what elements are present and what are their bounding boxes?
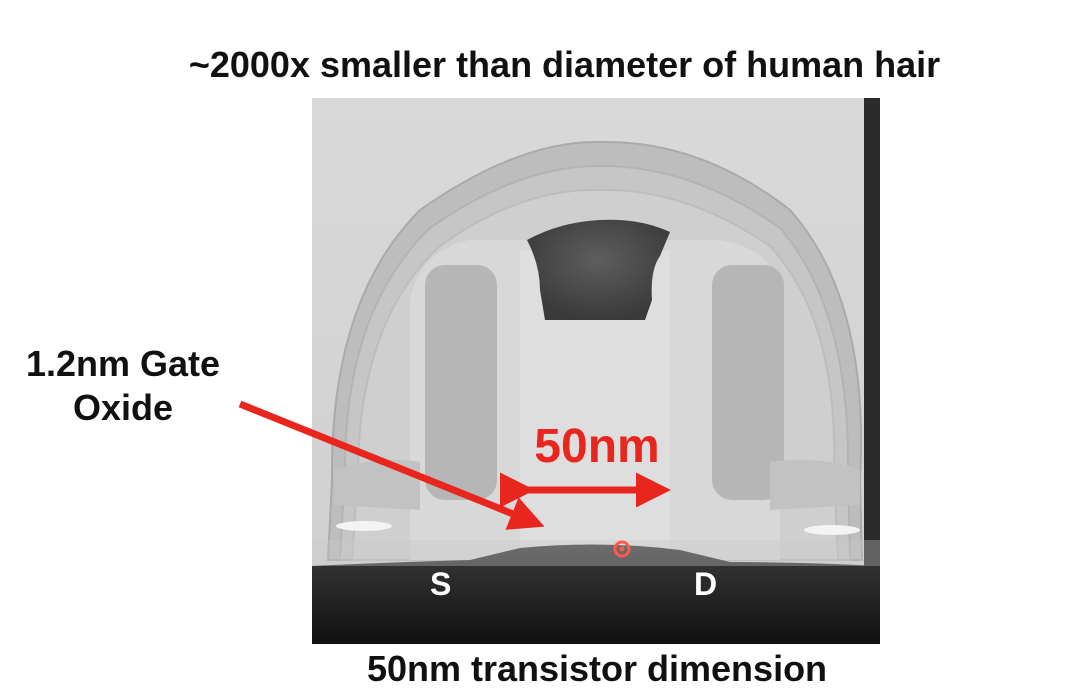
- dimension-label: 50nm: [534, 420, 660, 473]
- gate-oxide-label-line1: 1.2nm Gate: [25, 343, 221, 384]
- gate-oxide-label: 1.2nm Gate Oxide: [6, 342, 240, 430]
- left-spacer: [425, 265, 497, 500]
- right-contact-highlight: [804, 525, 860, 535]
- gate-oxide-arrow-icon: [238, 400, 545, 530]
- marker-dot-icon: [619, 546, 625, 552]
- right-spacer: [712, 265, 784, 500]
- figure-caption: 50nm transistor dimension: [366, 648, 828, 689]
- drain-label: D: [694, 566, 718, 602]
- marker-circle-icon: [613, 540, 631, 558]
- substrate: [312, 544, 880, 644]
- left-shoulder: [334, 459, 420, 510]
- gate-silicide: [527, 219, 670, 320]
- left-contact-highlight: [336, 521, 392, 531]
- gate-oxide-label-line2: Oxide: [72, 387, 174, 428]
- figure-title: ~2000x smaller than diameter of human ha…: [188, 44, 941, 85]
- micrograph-edge: [864, 98, 880, 644]
- right-shoulder: [770, 459, 860, 510]
- source-label: S: [430, 566, 452, 602]
- gate-oxide-band: [312, 540, 880, 566]
